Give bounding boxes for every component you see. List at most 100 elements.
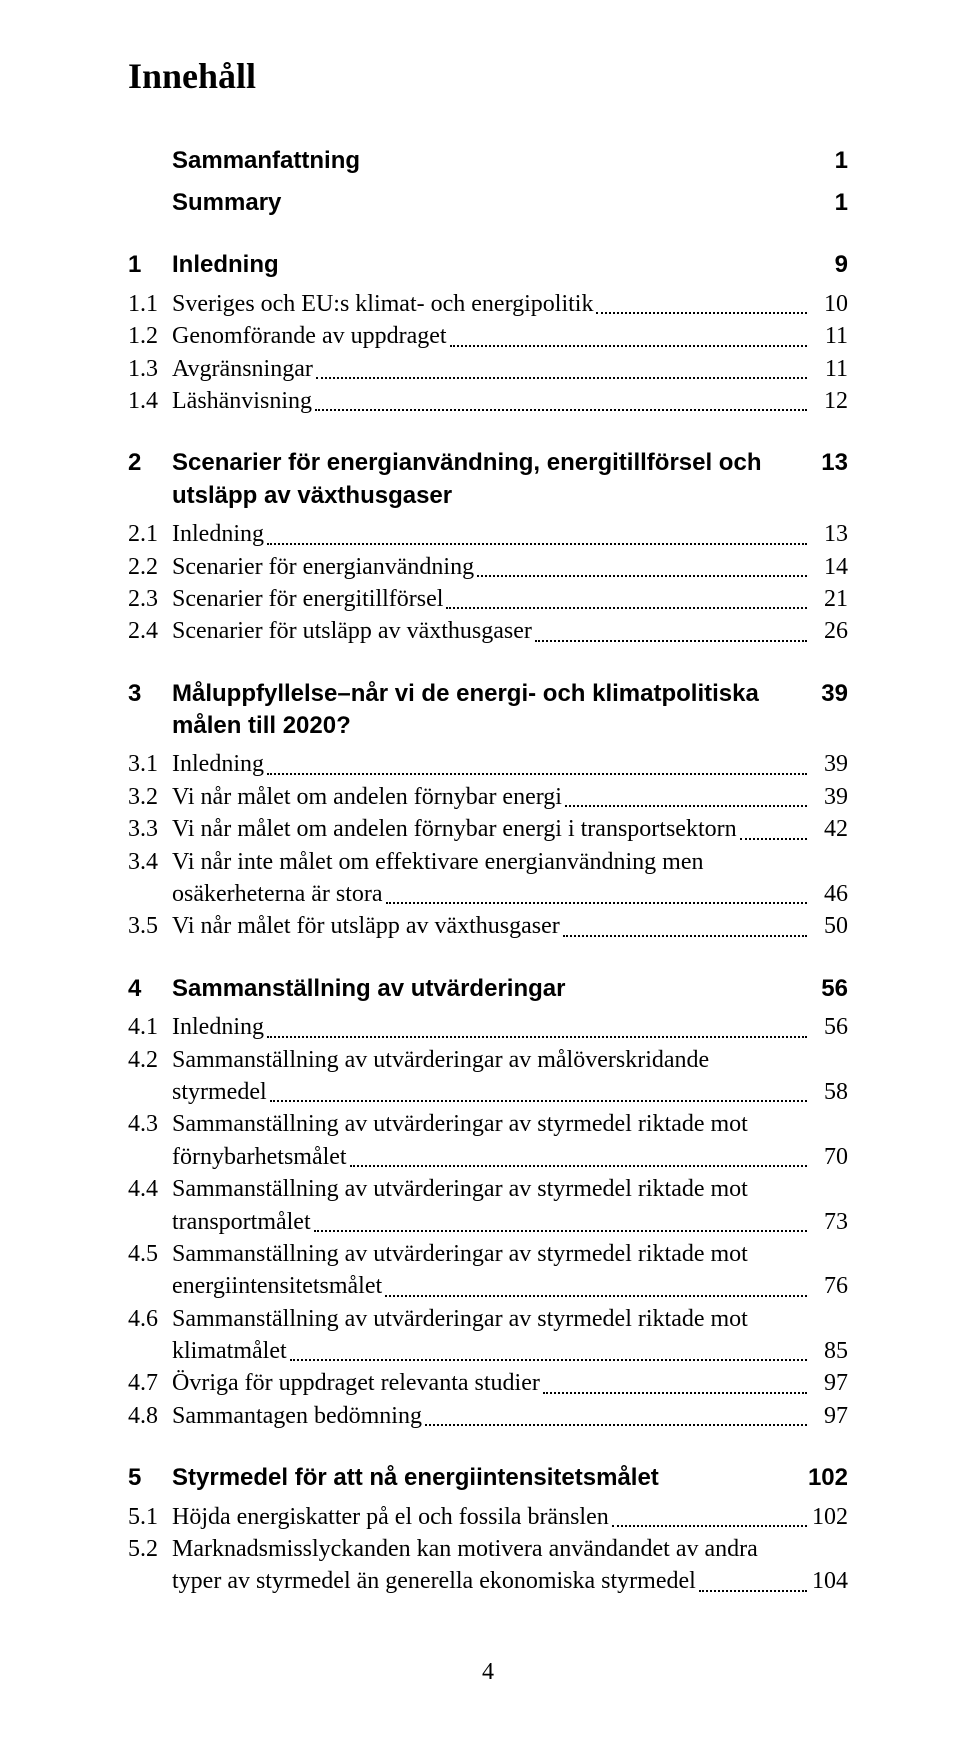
page-number: 4 [128,1656,848,1688]
toc-entry-number: 3.5 [128,910,172,942]
toc-entry-page: 21 [810,583,848,615]
toc-section-number: 5 [128,1462,172,1494]
toc-entry-page: 46 [810,878,848,910]
toc-entry-number: 4.7 [128,1367,172,1399]
toc-section-page: 9 [798,249,848,281]
toc-section-page: 13 [798,447,848,479]
toc-section-page: 102 [798,1462,848,1494]
toc-entry-number: 5.1 [128,1501,172,1533]
toc-entry-label-cont: styrmedel [172,1076,267,1108]
toc-entry-label: Vi når målet om andelen förnybar energi … [172,813,737,845]
toc-entry: 4.5Sammanställning av utvärderingar av s… [128,1238,848,1303]
toc-entry-label: Inledning [172,748,264,780]
toc-leader-dots [565,805,807,807]
toc-entry-page: 42 [810,813,848,845]
toc-entry-label: Sveriges och EU:s klimat- och energipoli… [172,288,593,320]
toc-entry: 5.2Marknadsmisslyckanden kan motivera an… [128,1533,848,1598]
toc-entry-page: 97 [810,1367,848,1399]
toc-entry-number: 3.2 [128,781,172,813]
toc-leader-dots [740,838,807,840]
toc-entry-label-cont: typer av styrmedel än generella ekonomis… [172,1565,696,1597]
toc-section-page: 1 [798,145,848,177]
toc-leader-dots [596,312,807,314]
toc-entry-label: Sammanställning av utvärderingar av styr… [172,1238,848,1270]
toc-entry-page: 14 [810,551,848,583]
toc-entry-page: 58 [810,1076,848,1108]
toc-entry-label-cont: klimatmålet [172,1335,287,1367]
toc-entry-page: 11 [810,320,848,352]
toc-section-title: Styrmedel för att nå energiintensitetsmå… [172,1462,798,1494]
toc-entry-page: 85 [810,1335,848,1367]
toc-leader-dots [446,607,807,609]
toc-entry-number: 4.1 [128,1011,172,1043]
toc-leader-dots [385,1295,807,1297]
toc-entry: 1.2Genomförande av uppdraget11 [128,320,848,352]
toc-entry-label: Vi når målet för utsläpp av växthusgaser [172,910,560,942]
toc-section-heading: 3Måluppfyllelse–når vi de energi- och kl… [128,678,848,743]
toc-entry: 4.6Sammanställning av utvärderingar av s… [128,1303,848,1368]
toc-leader-dots [535,640,807,642]
toc-leader-dots [450,345,807,347]
toc-entry-page: 102 [810,1501,848,1533]
toc-entry: 4.8Sammantagen bedömning97 [128,1400,848,1432]
toc-entry-page: 26 [810,615,848,647]
toc-entry-label: Inledning [172,1011,264,1043]
toc-leader-dots [543,1392,807,1394]
toc-leader-dots [563,935,807,937]
toc-section-page: 56 [798,973,848,1005]
toc-entry-page: 70 [810,1141,848,1173]
toc-leader-dots [290,1359,807,1361]
toc-entry-page: 104 [810,1565,848,1597]
toc-entry-number: 4.6 [128,1303,172,1335]
toc-entry-number: 4.2 [128,1044,172,1076]
toc-entry: 4.3Sammanställning av utvärderingar av s… [128,1108,848,1173]
toc-leader-dots [386,902,807,904]
toc-section-title: Måluppfyllelse–når vi de energi- och kli… [172,678,798,743]
toc-entry-number: 3.4 [128,846,172,878]
toc-section-number: 4 [128,973,172,1005]
toc-entry-number: 1.4 [128,385,172,417]
toc-leader-dots [315,409,807,411]
toc-entry-page: 97 [810,1400,848,1432]
toc-entry-label: Scenarier för utsläpp av växthusgaser [172,615,532,647]
toc-entry-number: 2.1 [128,518,172,550]
toc-entry-number: 2.4 [128,615,172,647]
toc-entry-label: Läshänvisning [172,385,312,417]
toc-entry: 2.3Scenarier för energitillförsel21 [128,583,848,615]
toc-entry: 2.1Inledning13 [128,518,848,550]
toc-entry-label: Vi når målet om andelen förnybar energi [172,781,562,813]
toc-section-heading: 1Inledning9 [128,249,848,281]
toc-entry-label: Sammantagen bedömning [172,1400,422,1432]
toc-entry-page: 39 [810,781,848,813]
toc-section-heading: Summary1 [128,187,848,219]
toc-entry-label: Avgränsningar [172,353,313,385]
toc-entry-number: 3.1 [128,748,172,780]
toc-leader-dots [314,1230,807,1232]
toc-entry-number: 3.3 [128,813,172,845]
toc-entry-label: Sammanställning av utvärderingar av styr… [172,1303,848,1335]
toc-section-title: Scenarier för energianvändning, energiti… [172,447,798,512]
toc-entry-label: Sammanställning av utvärderingar av styr… [172,1173,848,1205]
toc-entry: 1.4Läshänvisning12 [128,385,848,417]
toc-entry-number: 1.2 [128,320,172,352]
toc-entry: 4.7Övriga för uppdraget relevanta studie… [128,1367,848,1399]
toc-entry: 3.2Vi når målet om andelen förnybar ener… [128,781,848,813]
toc-entry-label: Inledning [172,518,264,550]
toc-entry-page: 56 [810,1011,848,1043]
toc-entry-label: Marknadsmisslyckanden kan motivera använ… [172,1533,848,1565]
toc-entry: 1.1Sveriges och EU:s klimat- och energip… [128,288,848,320]
toc-entry: 4.2Sammanställning av utvärderingar av m… [128,1044,848,1109]
toc-entry: 4.1Inledning 56 [128,1011,848,1043]
toc-section-heading: 5Styrmedel för att nå energiintensitetsm… [128,1462,848,1494]
toc-entry: 3.4Vi når inte målet om effektivare ener… [128,846,848,911]
toc-section-page: 39 [798,678,848,710]
toc-entry-page: 50 [810,910,848,942]
toc-entry: 3.5Vi når målet för utsläpp av växthusga… [128,910,848,942]
toc-section-page: 1 [798,187,848,219]
toc-entry-page: 73 [810,1206,848,1238]
toc-leader-dots [477,575,807,577]
toc-entry-label: Sammanställning av utvärderingar av styr… [172,1108,848,1140]
toc-entry-label: Vi når inte målet om effektivare energia… [172,846,848,878]
toc-leader-dots [350,1165,807,1167]
toc-entry-label: Övriga för uppdraget relevanta studier [172,1367,540,1399]
